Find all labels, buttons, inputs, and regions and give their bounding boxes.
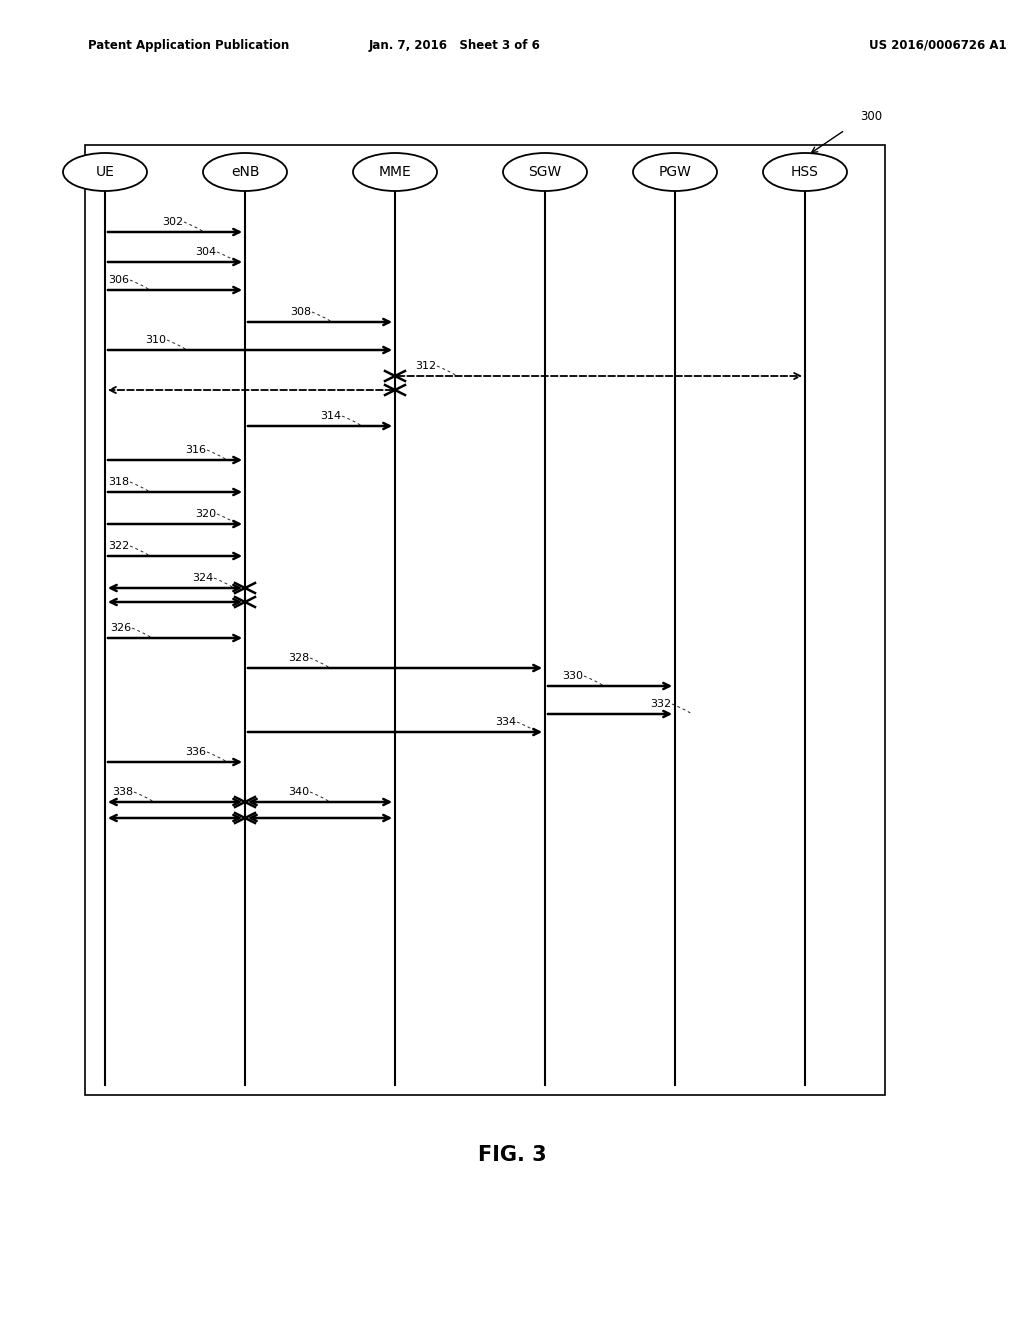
Text: 318: 318: [108, 477, 129, 487]
Text: FIG. 3: FIG. 3: [477, 1144, 547, 1166]
Text: MME: MME: [379, 165, 412, 180]
Ellipse shape: [353, 153, 437, 191]
Text: PGW: PGW: [658, 165, 691, 180]
Text: 330: 330: [562, 671, 583, 681]
Text: 340: 340: [288, 787, 309, 797]
Text: 308: 308: [290, 308, 311, 317]
Ellipse shape: [763, 153, 847, 191]
Text: 312: 312: [415, 360, 436, 371]
Text: 320: 320: [195, 510, 216, 519]
Ellipse shape: [203, 153, 287, 191]
Text: SGW: SGW: [528, 165, 561, 180]
Text: 306: 306: [108, 275, 129, 285]
Text: US 2016/0006726 A1: US 2016/0006726 A1: [869, 38, 1007, 51]
Text: Patent Application Publication: Patent Application Publication: [88, 38, 289, 51]
Text: UE: UE: [95, 165, 115, 180]
Text: 316: 316: [185, 445, 206, 455]
Text: 324: 324: [193, 573, 213, 583]
Ellipse shape: [633, 153, 717, 191]
Text: 332: 332: [650, 700, 671, 709]
Text: 322: 322: [108, 541, 129, 550]
Text: 310: 310: [145, 335, 166, 345]
Text: 304: 304: [195, 247, 216, 257]
Ellipse shape: [63, 153, 147, 191]
Text: 336: 336: [185, 747, 206, 756]
Text: 300: 300: [860, 110, 882, 123]
Text: 326: 326: [110, 623, 131, 634]
Text: 328: 328: [288, 653, 309, 663]
Text: 302: 302: [162, 216, 183, 227]
Text: eNB: eNB: [230, 165, 259, 180]
Text: Jan. 7, 2016   Sheet 3 of 6: Jan. 7, 2016 Sheet 3 of 6: [369, 38, 541, 51]
Ellipse shape: [503, 153, 587, 191]
Text: HSS: HSS: [792, 165, 819, 180]
Text: 334: 334: [495, 717, 516, 727]
Text: 338: 338: [112, 787, 133, 797]
Text: 314: 314: [319, 411, 341, 421]
